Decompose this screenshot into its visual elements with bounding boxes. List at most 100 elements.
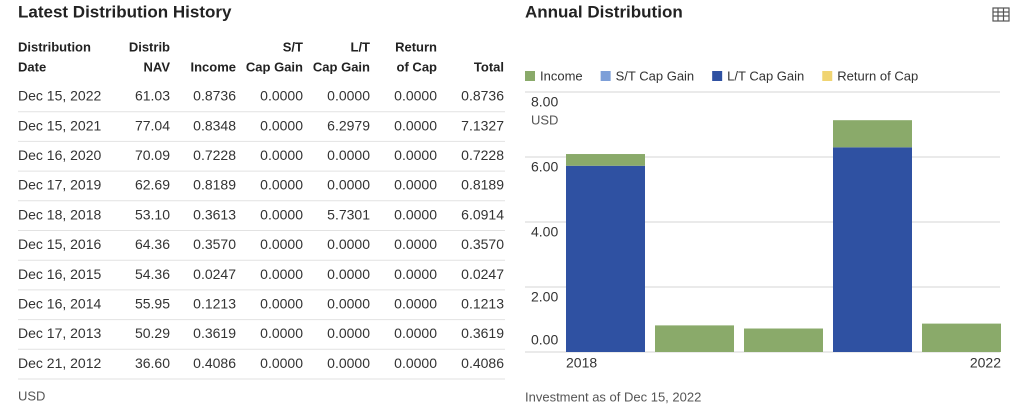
table-cell: Dec 16, 2015 [18,266,101,282]
legend-swatch [525,71,535,81]
bar-segment [655,325,734,352]
table-cell: Dec 15, 2016 [18,236,101,252]
bar-segment [744,328,823,352]
table-cell: 0.0000 [394,325,437,341]
column-header: Total [474,59,504,74]
y-tick-label: 0.00 [531,332,558,348]
column-header: Income [190,59,236,74]
table-cell: Dec 16, 2014 [18,295,101,311]
column-header: Cap Gain [313,59,370,74]
table-view-icon[interactable] [992,7,1010,22]
table-cell: 0.0000 [394,177,437,193]
bar-segment [566,154,645,166]
table-cell: 36.60 [135,355,170,371]
table-cell: 7.1327 [461,117,504,133]
table-cell: 0.3613 [193,206,236,222]
table-cell: 0.0000 [327,355,370,371]
table-cell: 0.0247 [461,266,504,282]
column-header: Distribution [18,39,91,54]
x-tick-label: 2022 [970,355,1001,371]
table-cell: 0.7228 [193,147,236,163]
chart-footnote: Investment as of Dec 15, 2022 [525,389,701,404]
table-cell: 0.0000 [327,266,370,282]
column-header: of Cap [397,59,438,74]
table-title: Latest Distribution History [18,2,232,21]
table-cell: 0.0000 [327,325,370,341]
table-cell: Dec 16, 2020 [18,147,101,163]
table-cell: 0.0000 [327,147,370,163]
table-footer: USD [18,388,45,403]
table-cell: 0.0000 [260,147,303,163]
table-cell: 0.8736 [461,88,504,104]
legend-swatch [712,71,723,81]
table-cell: 0.0000 [394,206,437,222]
legend-label: L/T Cap Gain [727,68,804,83]
legend-label: S/T Cap Gain [616,68,695,83]
table-cell: 64.36 [135,236,170,252]
table-cell: 0.0000 [327,88,370,104]
table-cell: Dec 17, 2013 [18,325,101,341]
column-header: Return [395,39,437,54]
table-cell: 0.8189 [193,177,236,193]
table-cell: 0.0000 [394,88,437,104]
table-cell: 0.0000 [260,88,303,104]
table-cell: 54.36 [135,266,170,282]
bar-segment [833,120,912,148]
table-cell: 0.0000 [394,295,437,311]
legend-label: Return of Cap [837,68,918,83]
table-cell: 0.4086 [461,355,504,371]
table-cell: 0.0000 [394,117,437,133]
column-header: NAV [144,59,171,74]
table-cell: 55.95 [135,295,170,311]
table-cell: 70.09 [135,147,170,163]
table-cell: 0.1213 [461,295,504,311]
table-cell: 0.0000 [394,266,437,282]
x-tick-label: 2018 [566,355,597,371]
column-header: Distrib [129,39,170,54]
table-cell: 53.10 [135,206,170,222]
table-cell: 0.0000 [327,177,370,193]
y-tick-label: 2.00 [531,289,558,305]
bar-segment [566,165,645,352]
table-cell: 0.8189 [461,177,504,193]
table-cell: Dec 17, 2019 [18,177,101,193]
table-cell: 0.0000 [260,355,303,371]
bar-segment [833,147,912,352]
table-cell: 0.1213 [193,295,236,311]
table-cell: 0.0000 [260,206,303,222]
table-cell: Dec 15, 2021 [18,117,101,133]
table-cell: 0.0000 [260,177,303,193]
table-cell: 0.0000 [260,236,303,252]
table-cell: 0.3619 [193,325,236,341]
table-cell: 0.7228 [461,147,504,163]
y-tick-label: 6.00 [531,159,558,175]
table-cell: 0.0000 [394,236,437,252]
table-cell: Dec 21, 2012 [18,355,101,371]
table-cell: 0.0000 [260,295,303,311]
table-cell: 0.0000 [394,147,437,163]
chart-title: Annual Distribution [525,2,683,21]
table-cell: 0.8736 [193,88,236,104]
bar-segment [922,323,1001,352]
table-cell: 0.0000 [260,325,303,341]
table-cell: Dec 15, 2022 [18,88,101,104]
table-cell: Dec 18, 2018 [18,206,101,222]
column-header: L/T [351,39,371,54]
table-cell: 0.0000 [394,355,437,371]
table-cell: 0.3570 [461,236,504,252]
table-cell: 62.69 [135,177,170,193]
table-cell: 0.3619 [461,325,504,341]
table-cell: 50.29 [135,325,170,341]
table-cell: 0.0000 [327,236,370,252]
table-cell: 6.0914 [461,206,504,222]
column-header: S/T [283,39,303,54]
table-cell: 0.3570 [193,236,236,252]
table-cell: 0.0000 [260,117,303,133]
y-unit: USD [531,112,558,127]
legend-swatch [822,71,833,81]
table-cell: 77.04 [135,117,170,133]
y-tick-label: 8.00 [531,94,558,110]
column-header: Date [18,59,46,74]
